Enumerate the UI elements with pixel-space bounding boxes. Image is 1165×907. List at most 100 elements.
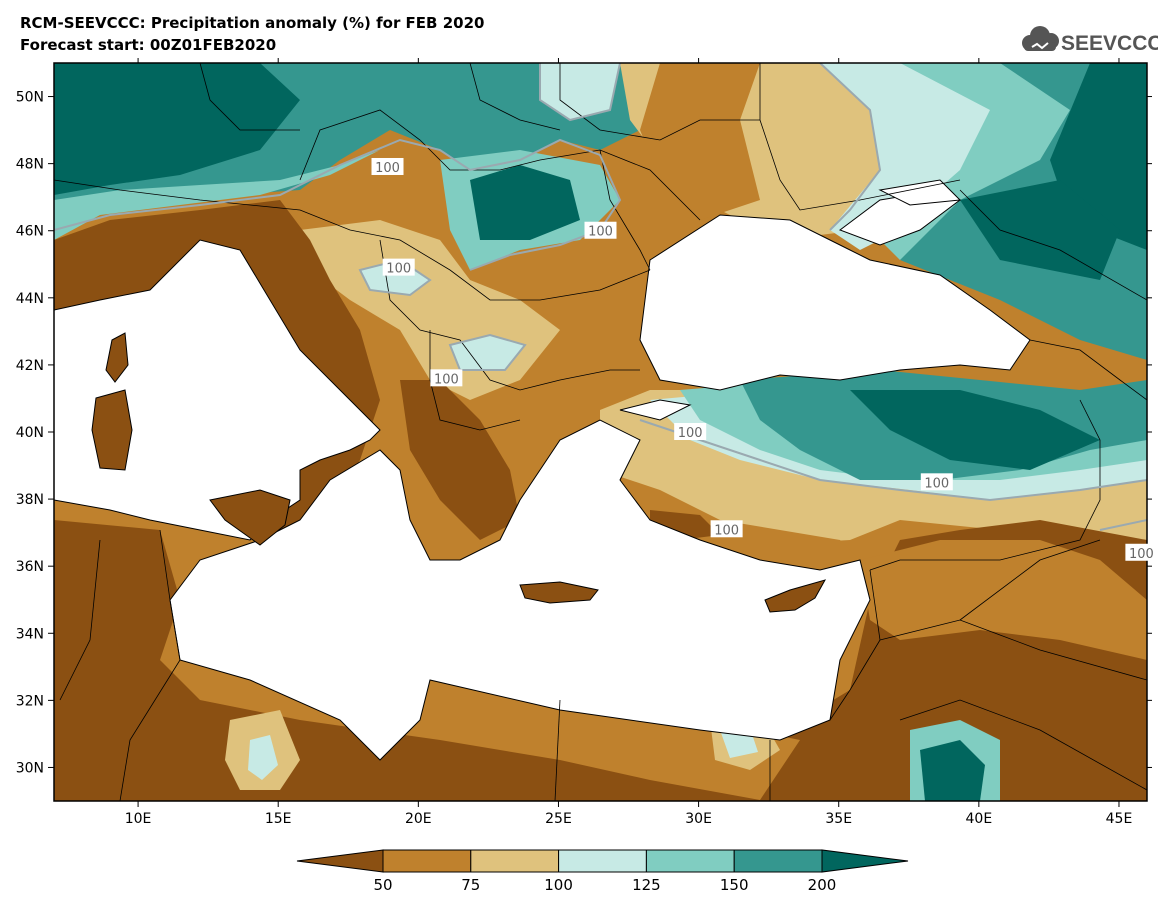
corsica-island bbox=[105, 332, 129, 383]
colorbar-box bbox=[558, 849, 647, 873]
colorbar-label: 75 bbox=[461, 876, 480, 894]
border-line bbox=[869, 399, 1101, 571]
mediterranean-sea bbox=[54, 239, 871, 761]
contour-label-text: 100 bbox=[386, 262, 411, 277]
border-line bbox=[829, 569, 881, 721]
lon-tick-label: 25E bbox=[545, 811, 572, 827]
colorbar-low-triangle bbox=[296, 849, 384, 873]
colorbar-box bbox=[382, 849, 472, 873]
contour-line bbox=[448, 333, 527, 371]
border-line bbox=[879, 619, 1147, 681]
colorbar-high-triangle bbox=[821, 849, 909, 873]
lat-tick-label: 36N bbox=[16, 559, 44, 575]
lon-tick-label: 45E bbox=[1106, 811, 1133, 827]
marmara-sea bbox=[619, 399, 692, 421]
cyprus-island bbox=[764, 579, 827, 613]
contour-label-text: 100 bbox=[375, 161, 400, 176]
lat-tick-label: 38N bbox=[16, 492, 44, 508]
lon-tick-label: 35E bbox=[825, 811, 852, 827]
field-adriatic-dark bbox=[400, 380, 520, 540]
contour-label-bg bbox=[674, 423, 707, 440]
border-line bbox=[429, 330, 521, 431]
field-carpathian-dark bbox=[470, 165, 580, 240]
latitude-axis: 30N 32N 34N 36N 38N 40N 42N 44N 46N 48N 50N bbox=[16, 90, 1152, 776]
contour-label: 100 bbox=[382, 258, 415, 277]
longitude-axis: 10E 15E 20E 25E 30E 35E 40E 45E bbox=[125, 58, 1133, 827]
lat-tick-label: 34N bbox=[16, 626, 44, 642]
contour-label-text: 100 bbox=[434, 372, 459, 387]
lon-tick-label: 10E bbox=[125, 811, 152, 827]
colorbar-label: 100 bbox=[544, 876, 573, 894]
field-serbia-pale bbox=[450, 335, 525, 370]
lat-tick-label: 40N bbox=[16, 425, 44, 441]
contour-label-bg bbox=[920, 473, 953, 491]
border-line bbox=[599, 149, 651, 271]
border-line bbox=[959, 189, 1147, 301]
contour-label: 100 bbox=[1125, 543, 1158, 562]
azov-sea bbox=[878, 179, 962, 206]
lat-tick-label: 30N bbox=[16, 760, 44, 776]
contour-label-text: 100 bbox=[1129, 547, 1154, 562]
colorbar-label: 50 bbox=[373, 876, 392, 894]
contour-line bbox=[539, 63, 621, 122]
lat-tick-label: 46N bbox=[16, 224, 44, 240]
colorbar-label: 150 bbox=[720, 876, 749, 894]
colorbar-box bbox=[645, 849, 735, 873]
colorbar-label: 200 bbox=[808, 876, 837, 894]
border-line bbox=[59, 539, 101, 701]
border-line bbox=[199, 63, 300, 131]
contour-label-bg bbox=[382, 258, 415, 276]
lon-tick-label: 30E bbox=[685, 811, 712, 827]
lat-tick-label: 32N bbox=[16, 693, 44, 709]
contour-100-lines bbox=[54, 63, 1147, 531]
contour-labels: 100 100 100 100 100 100 100 100 bbox=[371, 157, 1158, 562]
border-line bbox=[54, 179, 651, 301]
border-line bbox=[1029, 339, 1147, 401]
lat-tick-label: 42N bbox=[16, 358, 44, 374]
lon-tick-label: 15E bbox=[265, 811, 292, 827]
contour-label: 100 bbox=[674, 423, 707, 441]
logo-text: SEEVCCC bbox=[1061, 32, 1158, 55]
contour-label-bg bbox=[710, 520, 743, 538]
contour-label: 100 bbox=[584, 221, 617, 240]
lat-tick-label: 44N bbox=[16, 291, 44, 307]
contour-label: 100 bbox=[920, 473, 953, 491]
contour-label-text: 100 bbox=[588, 225, 613, 240]
field-turkey-dark bbox=[850, 390, 1100, 470]
contour-line bbox=[639, 419, 1147, 502]
contour-label-bg bbox=[430, 369, 463, 387]
contour-line bbox=[1099, 519, 1147, 531]
field-levant-mid bbox=[860, 540, 1147, 660]
forecast-start-label: Forecast start: 00Z01FEB2020 bbox=[20, 36, 277, 54]
border-line bbox=[379, 239, 640, 391]
border-line bbox=[899, 699, 1147, 791]
map-title: RCM-SEEVCCC: Precipitation anomaly (%) f… bbox=[20, 14, 485, 32]
lon-tick-label: 20E bbox=[405, 811, 432, 827]
sicily-island bbox=[209, 489, 291, 546]
border-line bbox=[469, 63, 561, 131]
anomaly-field bbox=[54, 63, 1147, 801]
sea-areas bbox=[54, 179, 1031, 761]
contour-label: 100 bbox=[430, 369, 463, 387]
contour-label-text: 100 bbox=[678, 426, 703, 441]
field-africa-dark bbox=[54, 520, 1147, 801]
islands bbox=[91, 332, 827, 613]
contour-label: 100 bbox=[710, 520, 743, 538]
field-arabia-dark bbox=[920, 740, 985, 801]
lon-tick-label: 40E bbox=[966, 811, 993, 827]
border-line bbox=[559, 63, 760, 141]
field-western-europe-dark bbox=[54, 63, 300, 195]
colorbar-label: 125 bbox=[632, 876, 661, 894]
black-sea bbox=[639, 214, 1031, 391]
contour-label-text: 100 bbox=[924, 476, 949, 491]
contour-line bbox=[819, 63, 882, 231]
field-caucasus-light bbox=[820, 63, 1000, 250]
colorbar-box bbox=[733, 849, 823, 873]
contour-label: 100 bbox=[371, 157, 404, 176]
border-line bbox=[759, 63, 961, 211]
field-caucasus-dark-2 bbox=[960, 180, 1120, 280]
lat-tick-label: 50N bbox=[16, 90, 44, 106]
field-alps-light bbox=[54, 150, 380, 240]
contour-label-text: 100 bbox=[714, 523, 739, 538]
field-libya-pale bbox=[248, 735, 278, 780]
